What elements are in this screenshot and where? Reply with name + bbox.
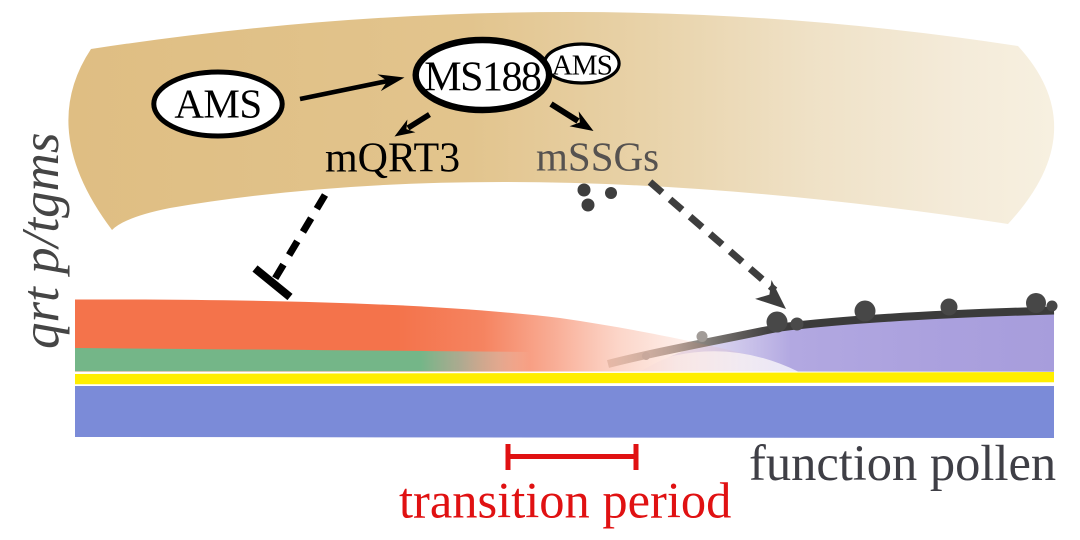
svg-text:mSSGs: mSSGs [536,134,659,180]
svg-text:qrt p/tgms: qrt p/tgms [12,133,70,349]
svg-text:AMS: AMS [174,81,261,127]
svg-text:function pollen: function pollen [749,435,1056,491]
svg-text:mQRT3: mQRT3 [325,136,460,182]
svg-text:MS188: MS188 [424,55,541,101]
svg-text:AMS: AMS [552,50,612,82]
svg-text:transition period: transition period [399,473,731,529]
